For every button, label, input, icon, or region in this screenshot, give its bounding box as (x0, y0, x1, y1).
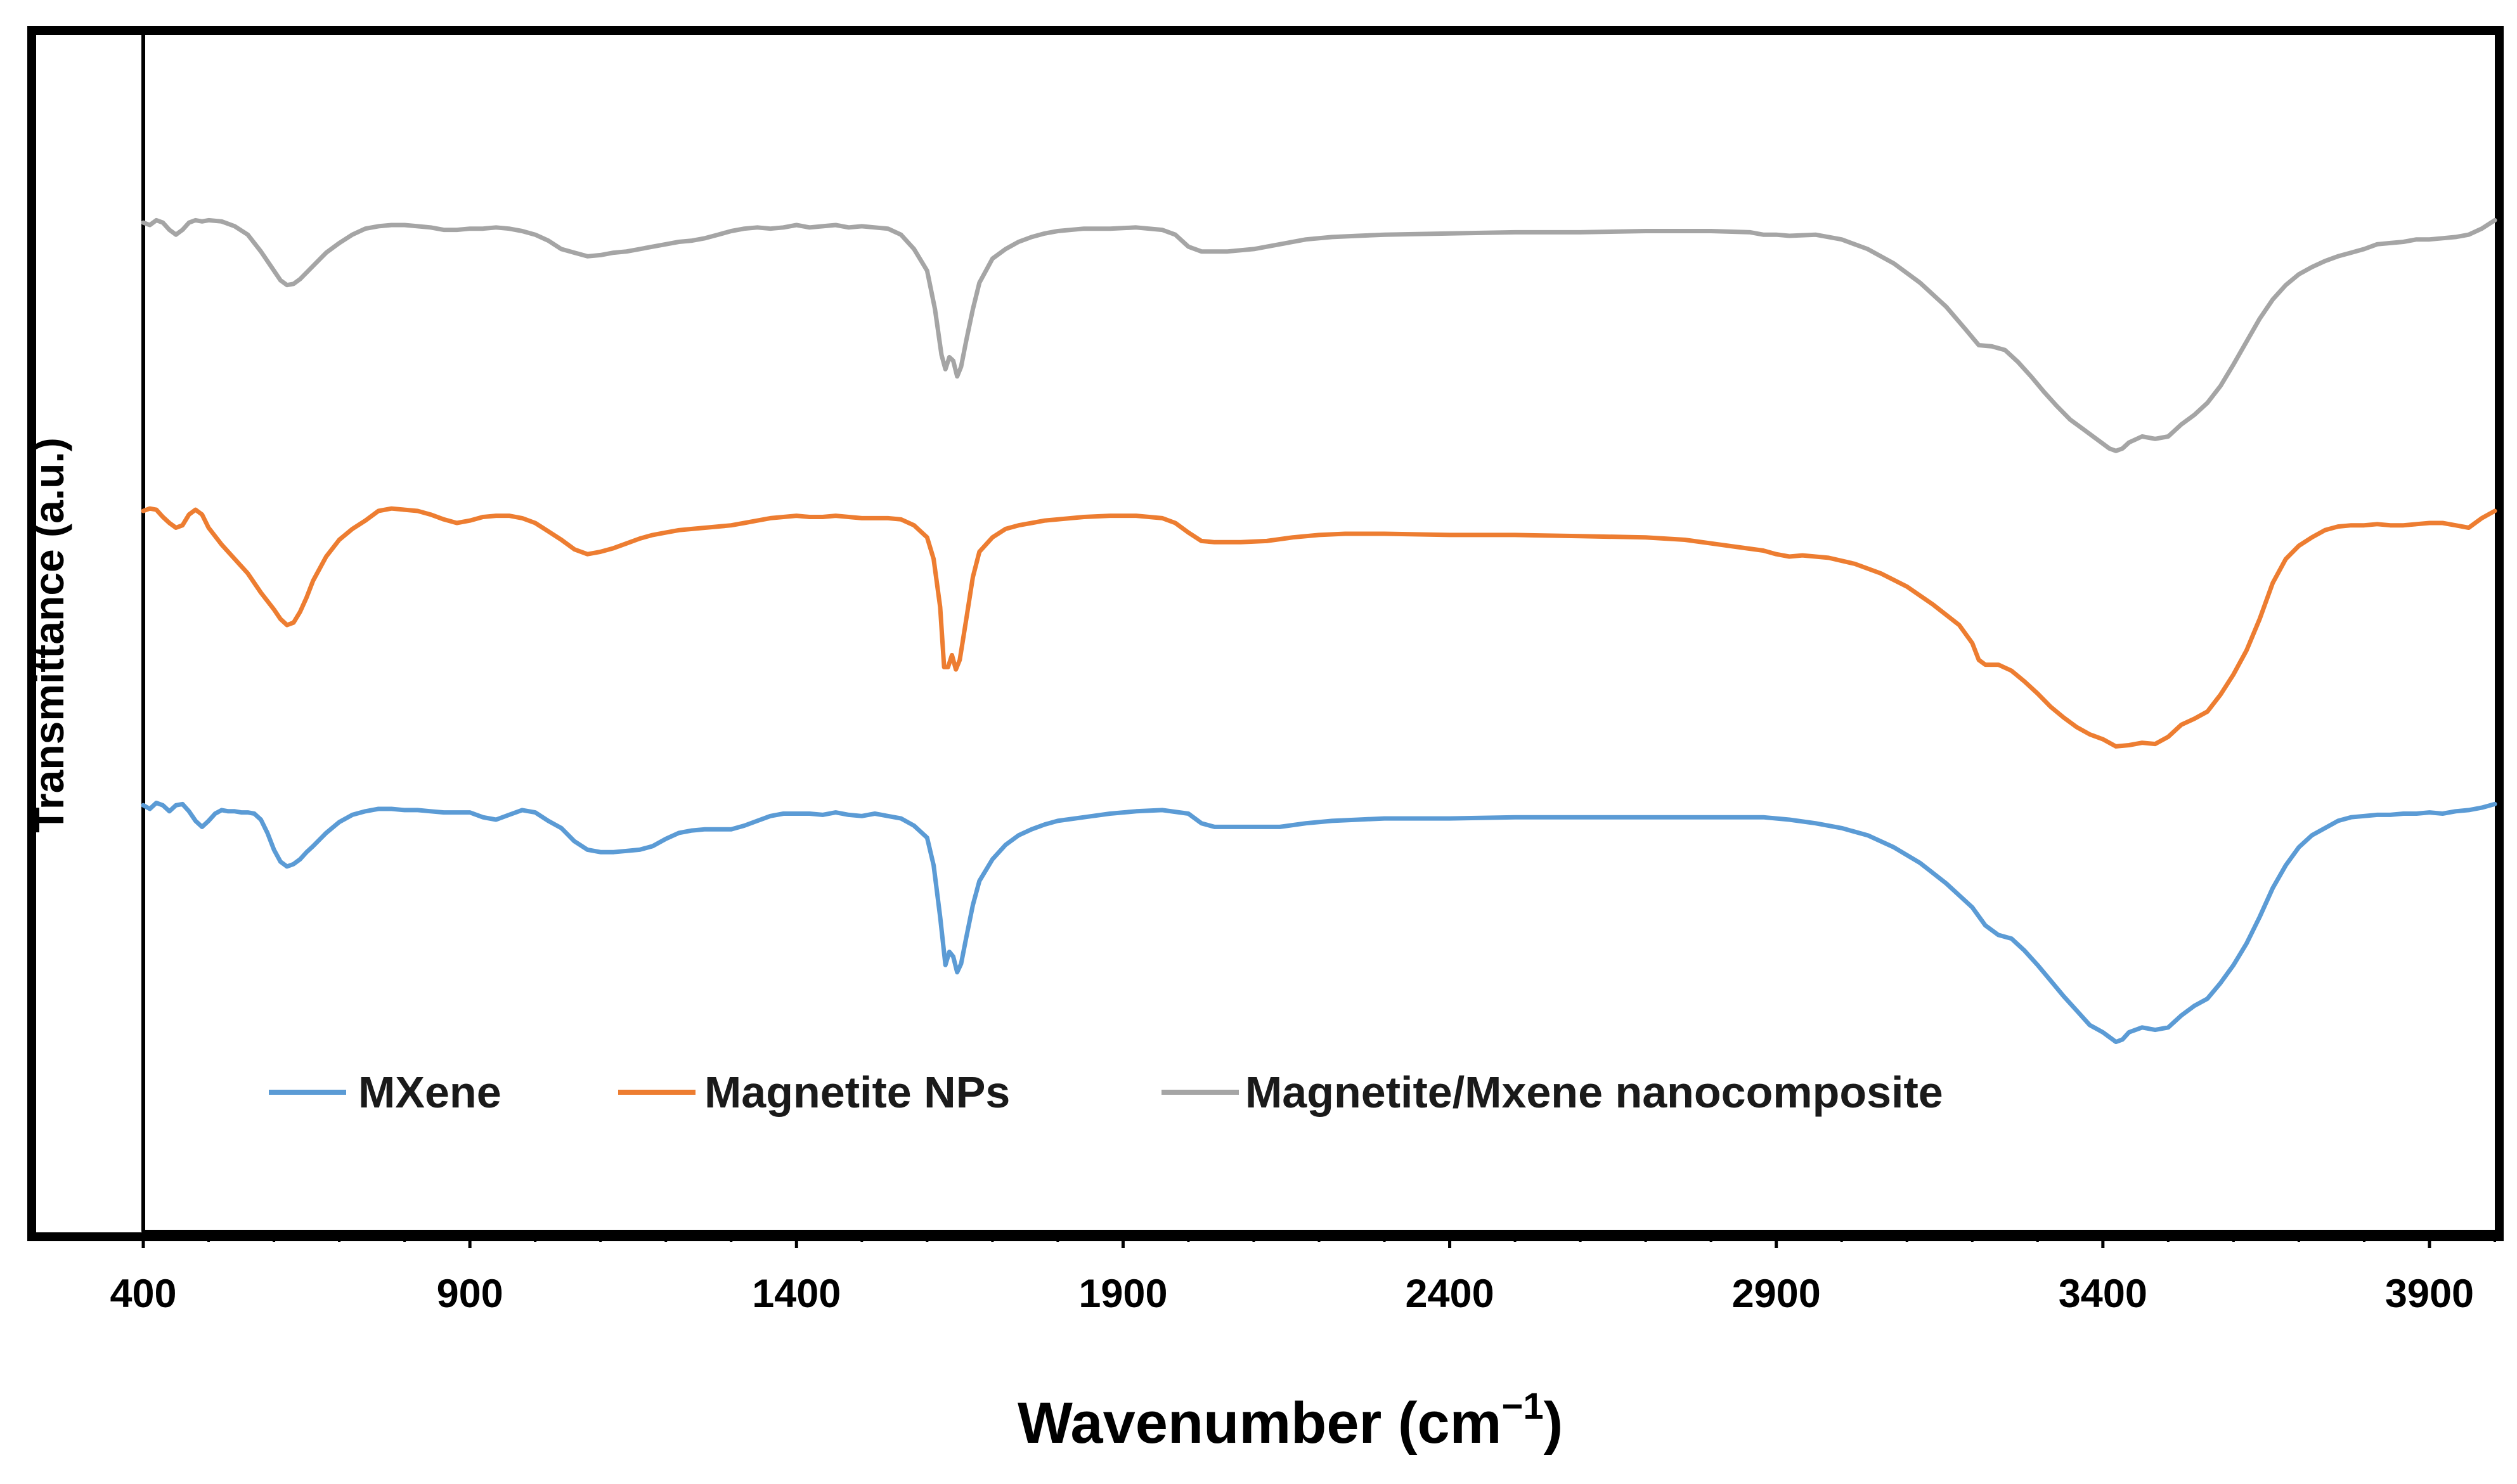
x-axis-title-main: Wavenumber (cm (1018, 1391, 1501, 1455)
x-axis-ticks (141, 1232, 2496, 1248)
x-tick-label-400: 400 (110, 1272, 176, 1316)
x-tick-label-2400: 2400 (1405, 1272, 1494, 1316)
legend-label-magnetite-nps: Magnetite NPs (704, 1068, 1010, 1117)
x-axis-tick-labels: 400 900 1400 1900 2400 2900 3400 3900 (110, 1272, 2474, 1316)
y-axis-title: Transmittance (a.u.) (25, 437, 72, 833)
x-tick-label-1900: 1900 (1078, 1272, 1167, 1316)
x-tick-label-2900: 2900 (1732, 1272, 1821, 1316)
x-tick-label-900: 900 (437, 1272, 503, 1316)
x-tick-label-3400: 3400 (2059, 1272, 2147, 1316)
x-tick-label-1400: 1400 (752, 1272, 841, 1316)
x-axis-title-close: ) (1544, 1391, 1563, 1455)
series-line-magnetite-nps (141, 506, 2497, 749)
series-line-magnetite-mxene-nanocomposite (141, 217, 2497, 453)
legend-label-nanocomposite: Magnetite/Mxene nanocomposite (1245, 1068, 1943, 1117)
x-axis-title-superscript: −1 (1501, 1386, 1543, 1427)
legend: MXene Magnetite NPs Magnetite/Mxene nano… (269, 1068, 1943, 1117)
plot-area (141, 217, 2497, 1045)
chart-border (27, 26, 2504, 1241)
legend-label-mxene: MXene (358, 1068, 501, 1117)
x-axis-title: Wavenumber (cm−1) (1018, 1386, 1563, 1455)
x-tick-label-3900: 3900 (2385, 1272, 2474, 1316)
series-line-mxene (141, 801, 2497, 1045)
